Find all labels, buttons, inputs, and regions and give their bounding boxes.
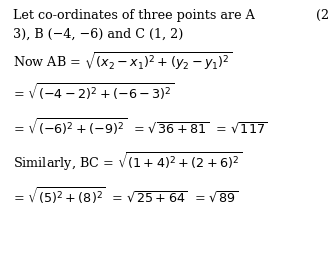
Text: = $\sqrt{(5)^2+(8)^2}$  = $\sqrt{25+64}$  = $\sqrt{89}$: = $\sqrt{(5)^2+(8)^2}$ = $\sqrt{25+64}$ …: [13, 185, 239, 206]
Text: 3), B (−4, −6) and C (1, 2): 3), B (−4, −6) and C (1, 2): [13, 28, 184, 41]
Text: = $\sqrt{(-6)^2+(-9)^2}$  = $\sqrt{36+81}$  = $\sqrt{117}$: = $\sqrt{(-6)^2+(-9)^2}$ = $\sqrt{36+81}…: [13, 116, 268, 137]
Text: = $\sqrt{(-4-2)^2 + (-6-3)^2}$: = $\sqrt{(-4-2)^2 + (-6-3)^2}$: [13, 82, 175, 103]
Text: (2,: (2,: [316, 9, 329, 22]
Text: Let co-ordinates of three points are A: Let co-ordinates of three points are A: [13, 9, 255, 22]
Text: Similarly, BC = $\sqrt{(1+4)^2+(2+6)^2}$: Similarly, BC = $\sqrt{(1+4)^2+(2+6)^2}$: [13, 150, 243, 173]
Text: Now AB = $\sqrt{(x_2 - x_1)^2 + (y_2 - y_1)^2}$: Now AB = $\sqrt{(x_2 - x_1)^2 + (y_2 - y…: [13, 51, 233, 73]
